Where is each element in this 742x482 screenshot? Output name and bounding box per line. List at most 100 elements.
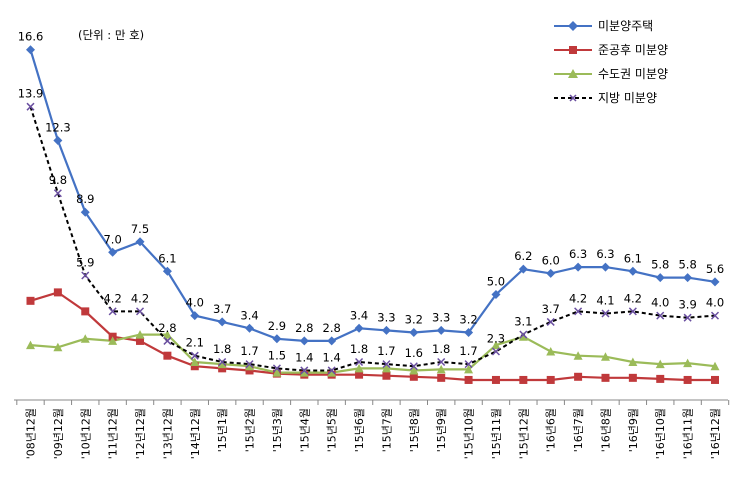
data-point [436, 364, 446, 374]
data-point [136, 336, 145, 345]
data-point [355, 370, 364, 379]
data-point [573, 262, 583, 272]
data-point [518, 332, 528, 341]
data-point [108, 247, 118, 257]
data-point [683, 358, 693, 368]
data-point [409, 327, 419, 337]
data-label: 3.1 [514, 315, 532, 329]
data-point [628, 266, 638, 276]
data-point [327, 366, 336, 375]
data-point [163, 336, 172, 345]
data-point [53, 342, 63, 352]
data-label: 3.4 [350, 308, 368, 322]
data-point [81, 271, 90, 280]
x-tick-label: '15년11월 [490, 408, 503, 459]
legend-marker-capital-area [554, 69, 592, 78]
data-label: 12.3 [45, 120, 71, 134]
data-label: 4.0 [651, 296, 669, 310]
data-point [491, 290, 501, 299]
data-point [491, 340, 501, 350]
data-label: 7.5 [131, 222, 149, 236]
data-point [53, 189, 62, 198]
data-point [26, 102, 35, 111]
x-tick-label: '16년6월 [545, 408, 558, 452]
x-tick-label: '12년12월 [134, 408, 147, 459]
data-point [108, 336, 118, 345]
data-label: 1.7 [377, 344, 395, 358]
data-point [382, 371, 391, 380]
data-label: 3.2 [405, 312, 423, 326]
data-point [190, 362, 199, 371]
data-point [108, 307, 117, 316]
data-point [381, 363, 391, 373]
data-label: 2.8 [295, 321, 313, 335]
data-point [162, 330, 172, 339]
data-label: 6.1 [624, 251, 642, 265]
data-point [217, 359, 227, 369]
data-point [601, 373, 610, 382]
data-label: 4.2 [624, 291, 642, 305]
series-line [29, 49, 716, 342]
data-label: 6.3 [596, 247, 614, 261]
data-label: 5.9 [76, 256, 94, 270]
x-tick-label: '16년10월 [654, 408, 667, 459]
legend-marker-regional [554, 94, 592, 102]
data-point [327, 368, 337, 377]
data-label: 6.1 [158, 251, 176, 265]
data-point [26, 296, 35, 305]
data-label: 6.0 [542, 253, 560, 267]
x-tick-label: '15년3월 [271, 408, 284, 452]
x-tick-label: '15년6월 [353, 408, 366, 452]
data-point [245, 366, 254, 375]
data-label: 2.9 [268, 319, 286, 333]
data-point [245, 323, 255, 333]
data-point [655, 273, 665, 283]
data-point [656, 374, 665, 383]
data-point [683, 273, 693, 283]
legend-marker-unsold-total [554, 21, 592, 31]
data-point [601, 309, 610, 318]
data-point [628, 307, 637, 316]
data-label: 4.1 [596, 293, 614, 307]
data-point [491, 347, 500, 356]
data-label: 3.9 [678, 298, 696, 312]
data-label: 8.9 [76, 192, 94, 206]
data-point [53, 135, 63, 145]
data-point [710, 311, 720, 320]
data-label: 4.2 [103, 291, 121, 305]
data-point [711, 375, 719, 384]
data-label: 2.8 [323, 321, 341, 335]
data-label: 4.2 [569, 291, 587, 305]
data-label: 2.1 [186, 336, 204, 350]
data-point [600, 262, 610, 272]
x-tick-label: '09년12월 [52, 408, 65, 459]
x-tick-label: '15년5월 [326, 408, 339, 452]
data-label: 3.2 [459, 312, 477, 326]
data-point [546, 375, 555, 384]
data-label: 1.5 [268, 348, 286, 362]
data-point [354, 323, 364, 333]
data-point [628, 373, 637, 382]
data-point [546, 268, 556, 278]
data-point [26, 340, 35, 350]
series-line [29, 106, 716, 372]
data-label: 16.6 [18, 30, 44, 44]
data-point [437, 357, 446, 367]
data-point [218, 364, 227, 373]
data-point [300, 366, 309, 375]
data-point [655, 359, 665, 369]
data-point [656, 311, 665, 320]
data-point [299, 368, 309, 377]
x-tick-label: '11년12월 [107, 408, 120, 459]
x-tick-label: '16년12월 [709, 408, 722, 459]
data-point [519, 330, 528, 339]
data-label: 4.0 [186, 296, 204, 310]
data-label: 9.8 [49, 173, 67, 187]
unit-label: (단위 : 만 호) [78, 28, 145, 42]
data-point [80, 207, 90, 217]
data-point [464, 360, 473, 369]
data-point [272, 334, 282, 344]
x-tick-label: '15년12월 [517, 408, 530, 459]
data-point [573, 351, 583, 360]
